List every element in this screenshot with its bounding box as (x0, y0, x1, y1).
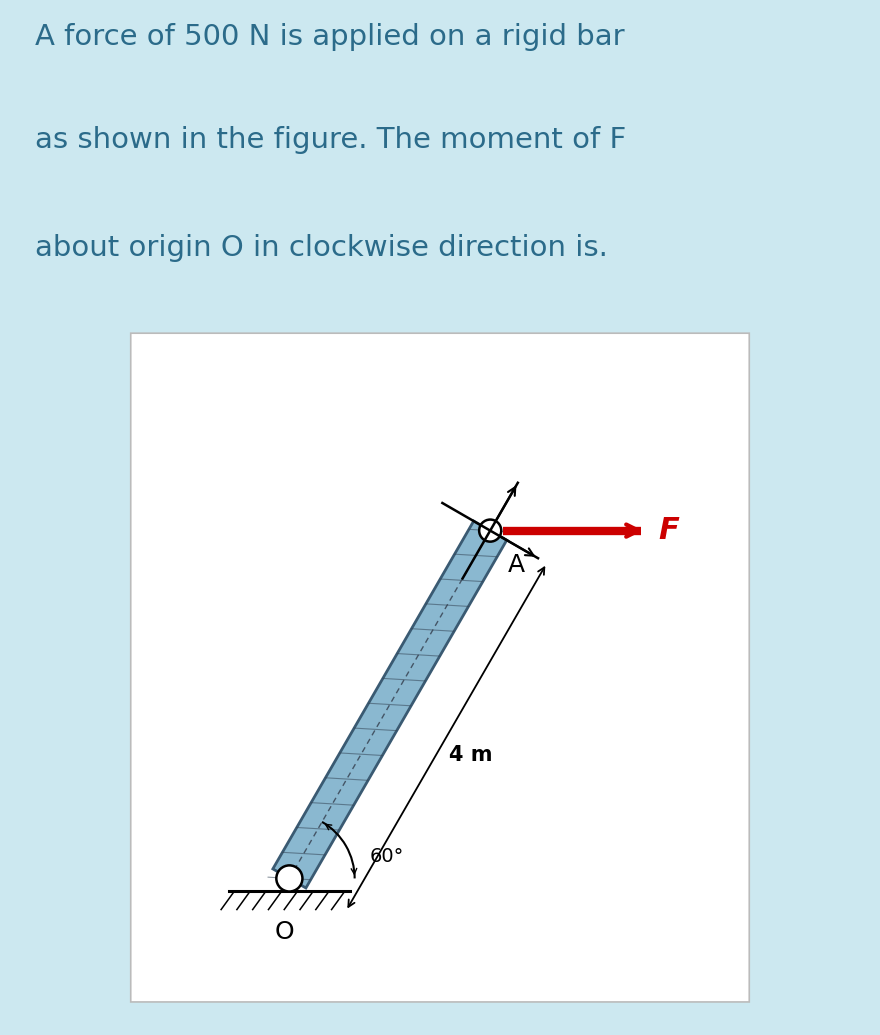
Text: 4 m: 4 m (449, 745, 492, 765)
Text: A: A (509, 553, 525, 576)
Text: as shown in the figure. The moment of F: as shown in the figure. The moment of F (35, 125, 627, 154)
Text: O: O (275, 920, 294, 944)
Text: about origin O in clockwise direction is.: about origin O in clockwise direction is… (35, 234, 608, 263)
Text: F: F (658, 516, 678, 545)
Polygon shape (273, 521, 507, 888)
Circle shape (276, 865, 303, 891)
Text: 60°: 60° (370, 847, 404, 866)
Text: A force of 500 N is applied on a rigid bar: A force of 500 N is applied on a rigid b… (35, 23, 625, 52)
Circle shape (480, 520, 502, 541)
FancyBboxPatch shape (131, 333, 749, 1002)
